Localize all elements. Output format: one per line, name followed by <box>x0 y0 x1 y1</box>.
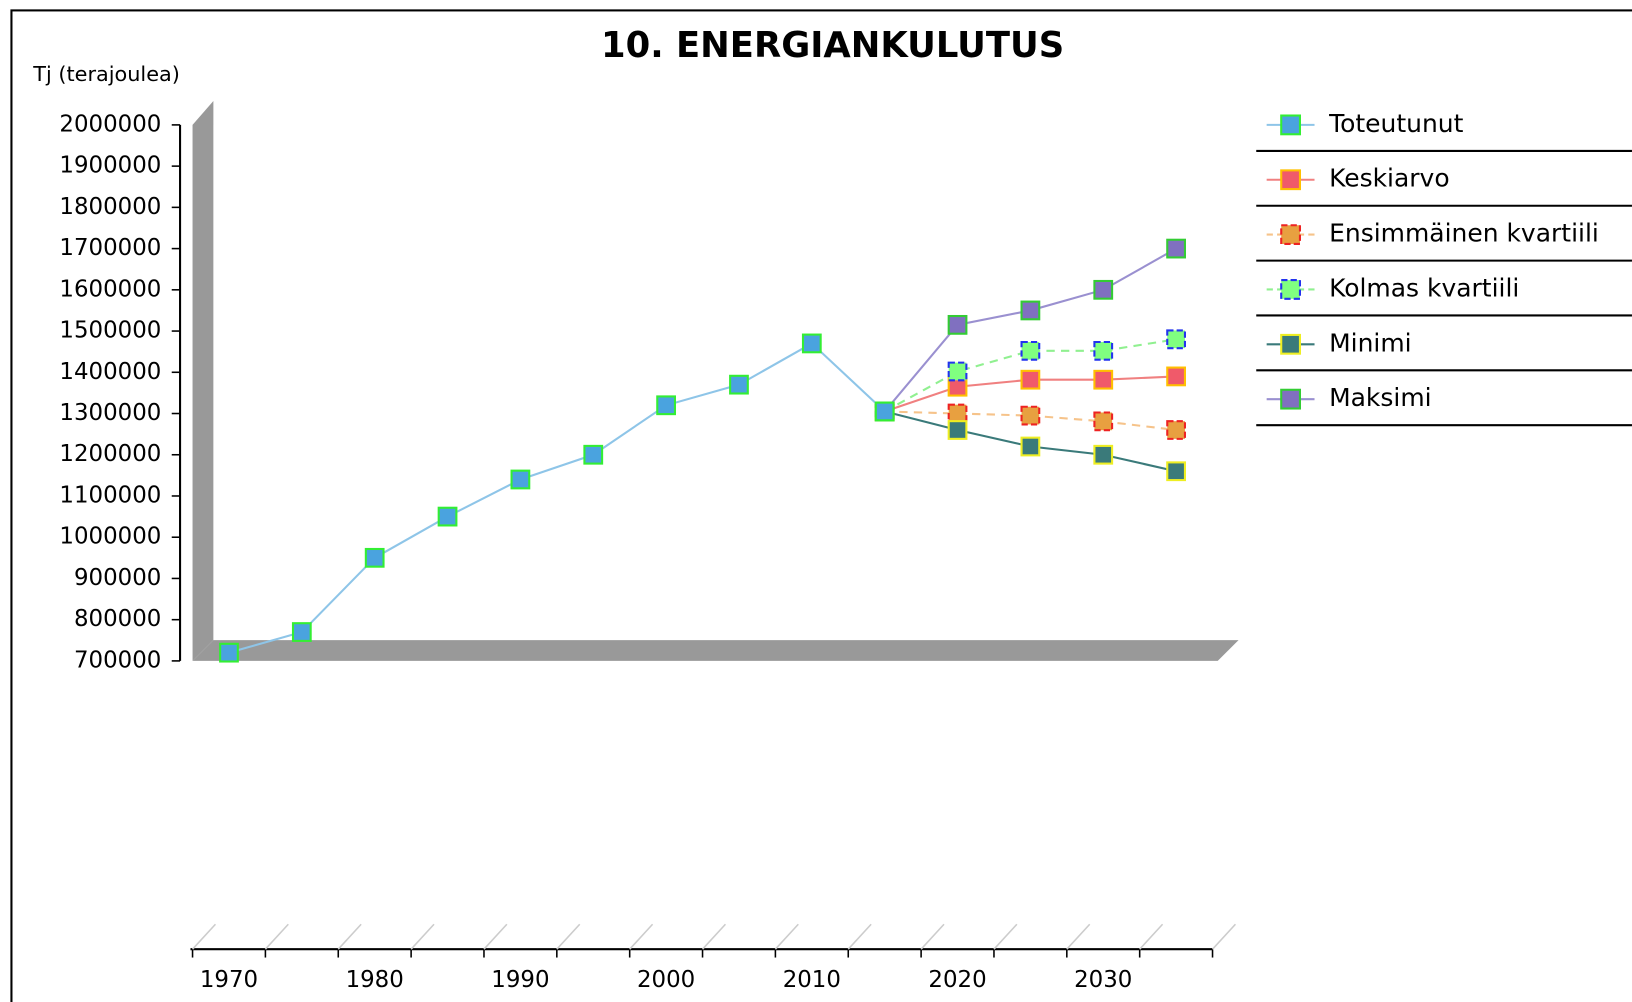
marker <box>1020 405 1041 426</box>
y-tick-label: 1000000 <box>59 524 161 550</box>
marker <box>510 469 531 490</box>
marker <box>437 506 458 527</box>
marker <box>1093 411 1114 432</box>
x-tick-label: 2030 <box>1074 967 1132 993</box>
y-tick-label: 1500000 <box>59 318 161 344</box>
marker <box>1166 461 1186 482</box>
marker <box>1020 436 1041 457</box>
legend-label: Kolmas kvartiili <box>1329 273 1519 302</box>
marker <box>729 374 749 395</box>
y-tick-label: 1600000 <box>59 276 161 302</box>
x-tick-label: 2020 <box>928 967 986 993</box>
marker <box>1166 366 1186 387</box>
legend-label: Maksimi <box>1329 383 1432 412</box>
marker <box>583 444 604 465</box>
x-tick-label: 2010 <box>783 967 841 993</box>
x-tick-label: 2000 <box>637 967 695 993</box>
legend-marker <box>1280 114 1301 136</box>
legend-label: Minimi <box>1329 328 1412 357</box>
marker <box>656 395 676 416</box>
y-tick-label: 900000 <box>74 565 161 591</box>
marker <box>1166 329 1186 350</box>
back-wall <box>192 100 214 661</box>
x-tick-label: 1980 <box>346 967 404 993</box>
y-tick-label: 800000 <box>74 606 161 632</box>
series-line <box>228 342 886 654</box>
marker <box>947 361 968 382</box>
chart-title: 10. ENERGIANKULUTUS <box>601 25 1064 66</box>
depth-guide <box>1211 923 1237 950</box>
x-tick-label: 1970 <box>200 967 258 993</box>
marker <box>1093 444 1114 465</box>
depth-guide <box>629 923 654 950</box>
chart-body: 10. ENERGIANKULUTUS Tj (terajoulea) 7000… <box>10 9 1632 1002</box>
marker <box>1166 420 1186 440</box>
y-tick-label: 1900000 <box>59 153 161 179</box>
y-tick-label: 700000 <box>74 647 161 673</box>
marker <box>1093 369 1114 390</box>
marker <box>364 547 385 568</box>
depth-guide <box>410 923 435 950</box>
legend-marker <box>1280 224 1301 246</box>
depth-guide <box>1066 923 1091 950</box>
depth-guide <box>920 923 945 950</box>
frame <box>10 9 1632 1002</box>
depth-guide <box>191 923 217 950</box>
legend-label: Keskiarvo <box>1329 164 1450 193</box>
depth-guide <box>264 923 289 950</box>
depth-guide <box>1139 923 1164 950</box>
legend-marker <box>1280 388 1301 410</box>
legend-label: Toteutunut <box>1328 109 1464 138</box>
floor <box>192 640 1239 661</box>
x-tick-label: 1990 <box>491 967 549 993</box>
marker <box>1093 279 1114 300</box>
marker <box>1020 340 1041 361</box>
marker <box>1166 238 1186 259</box>
marker <box>874 401 895 422</box>
marker <box>947 420 968 440</box>
y-tick-label: 1800000 <box>59 194 161 220</box>
marker <box>947 314 968 335</box>
depth-guide <box>337 923 362 950</box>
legend-marker <box>1280 333 1301 355</box>
y-tick-label: 2000000 <box>59 111 161 137</box>
y-tick-label: 1400000 <box>59 359 161 385</box>
depth-guide <box>556 923 581 950</box>
marker <box>947 403 968 424</box>
marker <box>219 642 239 663</box>
depth-guide <box>993 923 1018 950</box>
marker <box>1093 340 1114 361</box>
y-tick-label: 1200000 <box>59 441 161 467</box>
depth-guide <box>774 923 799 950</box>
y-tick-label: 1700000 <box>59 235 161 261</box>
depth-guide <box>483 923 508 950</box>
marker <box>801 333 822 354</box>
marker <box>1020 300 1041 321</box>
legend-label: Ensimmäinen kvartiili <box>1329 219 1599 248</box>
y-axis-label: Tj (terajoulea) <box>32 62 180 86</box>
legend-marker <box>1280 279 1301 300</box>
marker <box>291 622 312 642</box>
marker <box>1020 369 1041 390</box>
legend-marker <box>1280 169 1301 191</box>
y-tick-label: 1100000 <box>59 482 161 508</box>
depth-guide <box>847 923 872 950</box>
y-tick-label: 1300000 <box>59 400 161 426</box>
depth-guide <box>701 923 727 950</box>
